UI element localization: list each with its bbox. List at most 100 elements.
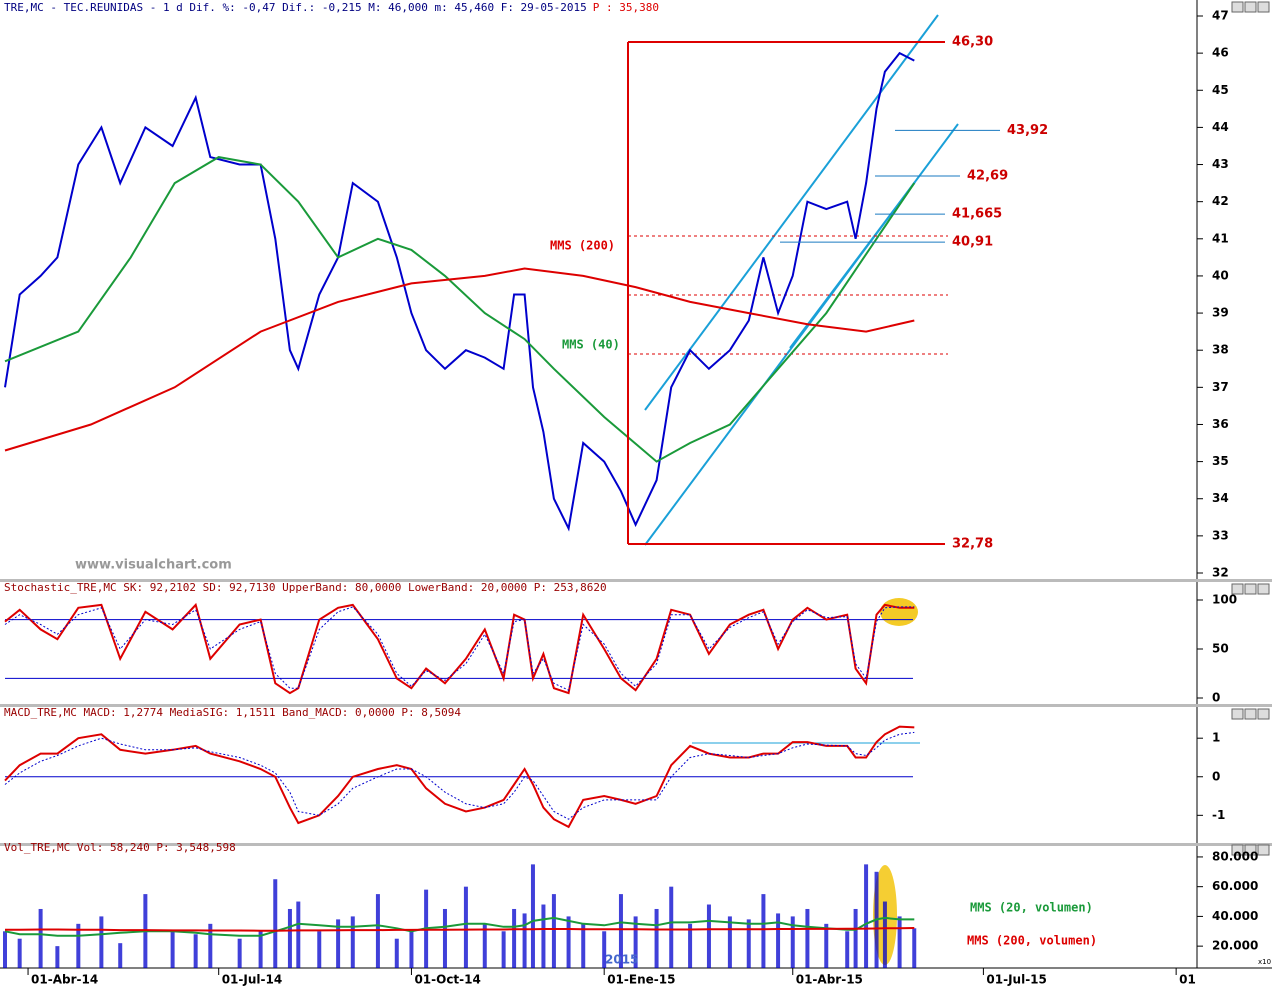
y-tick-label: 60.000 bbox=[1212, 879, 1258, 893]
bar bbox=[17, 938, 22, 968]
y-tick-label: 35 bbox=[1212, 454, 1229, 468]
bar bbox=[258, 931, 263, 968]
bar bbox=[237, 938, 242, 968]
y-tick-label: 36 bbox=[1212, 417, 1229, 431]
panel: 20.000 40.000 60.000 80.000 MMS (20, volumen… bbox=[3, 849, 1258, 987]
bar bbox=[845, 931, 850, 968]
window-buttons bbox=[1231, 1, 1270, 856]
series-line bbox=[4, 725, 915, 829]
bar bbox=[463, 886, 468, 968]
axis-note: x10 bbox=[1258, 958, 1271, 966]
close-button[interactable] bbox=[1257, 844, 1270, 856]
x-tick-label: 01-Oct-14 bbox=[414, 973, 480, 987]
level-label: 43,92 bbox=[1007, 123, 1048, 138]
y-tick-label: 33 bbox=[1212, 528, 1229, 542]
bar bbox=[618, 894, 623, 968]
y-tick-label: -1 bbox=[1212, 808, 1225, 822]
y-tick-label: 0 bbox=[1212, 691, 1220, 705]
y-tick-label: 20.000 bbox=[1212, 939, 1258, 953]
bar bbox=[864, 864, 869, 968]
bar bbox=[541, 904, 546, 968]
close-button[interactable] bbox=[1257, 583, 1270, 595]
bar bbox=[882, 901, 887, 968]
y-tick-label: 43 bbox=[1212, 157, 1229, 171]
bar bbox=[776, 913, 781, 968]
panel-separator bbox=[0, 843, 1272, 846]
bar bbox=[581, 923, 586, 968]
y-tick-label: 38 bbox=[1212, 343, 1229, 357]
year-label: 2015 bbox=[605, 953, 638, 967]
y-tick-label: 42 bbox=[1212, 194, 1229, 208]
level-label: 40,91 bbox=[952, 235, 993, 250]
maximize-button[interactable] bbox=[1244, 708, 1257, 720]
minimize-button[interactable] bbox=[1231, 1, 1244, 13]
close-button[interactable] bbox=[1257, 1, 1270, 13]
bar bbox=[566, 916, 571, 968]
y-tick-label: 0 bbox=[1212, 769, 1220, 783]
minimize-button[interactable] bbox=[1231, 708, 1244, 720]
level-label: 42,69 bbox=[967, 169, 1008, 184]
series-label: MMS (40) bbox=[562, 338, 620, 352]
price-header: TRE,MC - TEC.REUNIDAS - 1 d Dif. %: -0,4… bbox=[4, 1, 659, 14]
y-tick-label: 45 bbox=[1212, 83, 1229, 97]
series-line bbox=[4, 156, 916, 463]
level-label: 41,665 bbox=[952, 207, 1002, 222]
maximize-button[interactable] bbox=[1244, 1, 1257, 13]
legend-label: MMS (20, volumen) bbox=[970, 901, 1093, 915]
close-button[interactable] bbox=[1257, 708, 1270, 720]
x-tick-label: 01-Jul-15 bbox=[986, 973, 1046, 987]
volume-header: Vol_TRE,MC Vol: 58,240 P: 3,548,598 bbox=[4, 841, 236, 854]
bar bbox=[530, 864, 535, 968]
y-tick-label: 46 bbox=[1212, 46, 1229, 60]
bar bbox=[336, 919, 341, 968]
y-tick-label: 41 bbox=[1212, 231, 1229, 245]
series-line bbox=[4, 916, 915, 937]
panel-separator bbox=[0, 704, 1272, 707]
maximize-button[interactable] bbox=[1244, 583, 1257, 595]
series-line bbox=[5, 927, 915, 932]
bar bbox=[551, 894, 556, 968]
bar bbox=[38, 908, 43, 968]
bar bbox=[727, 916, 732, 968]
series-line bbox=[4, 267, 915, 452]
minimize-button[interactable] bbox=[1231, 844, 1244, 856]
x-tick-label: 01-Jul-14 bbox=[222, 973, 282, 987]
macd-header: MACD_TRE,MC MACD: 1,2774 MediaSIG: 1,151… bbox=[4, 706, 461, 719]
bar bbox=[602, 931, 607, 968]
bar bbox=[790, 916, 795, 968]
minimize-button[interactable] bbox=[1231, 583, 1244, 595]
bar bbox=[409, 931, 414, 968]
bar bbox=[669, 886, 674, 968]
bar bbox=[3, 931, 7, 968]
series-line bbox=[4, 602, 915, 695]
bar bbox=[853, 908, 858, 968]
bar bbox=[512, 908, 517, 968]
bar bbox=[99, 916, 104, 968]
bar bbox=[746, 919, 751, 968]
highlight bbox=[880, 598, 918, 626]
level-label: 46,30 bbox=[952, 34, 993, 49]
bar bbox=[633, 916, 638, 968]
panel: 32 33 34 35 36 37 38 39 40 41 42 43 44 45 46 47 46,30 43,… bbox=[4, 9, 1229, 580]
bar bbox=[501, 931, 506, 968]
bar bbox=[208, 923, 213, 968]
panel-separator bbox=[0, 579, 1272, 582]
panel: 0 50 100 bbox=[4, 593, 1237, 705]
price-title: TRE,MC - TEC.REUNIDAS - 1 d Dif. %: -0,4… bbox=[4, 1, 587, 14]
bar bbox=[118, 943, 123, 968]
bar bbox=[55, 946, 60, 968]
maximize-button[interactable] bbox=[1244, 844, 1257, 856]
y-tick-label: 44 bbox=[1212, 120, 1229, 134]
y-tick-label: 34 bbox=[1212, 491, 1229, 505]
bar bbox=[688, 923, 693, 968]
bar bbox=[442, 908, 447, 968]
x-tick-label: 01 bbox=[1179, 973, 1196, 987]
x-tick-label: 01-Abr-15 bbox=[796, 973, 863, 987]
channel-line bbox=[644, 14, 939, 411]
bar bbox=[193, 934, 198, 968]
y-tick-label: 80.000 bbox=[1212, 849, 1258, 863]
y-tick-label: 39 bbox=[1212, 306, 1229, 320]
panel: 1 0 -1 bbox=[4, 725, 1225, 829]
